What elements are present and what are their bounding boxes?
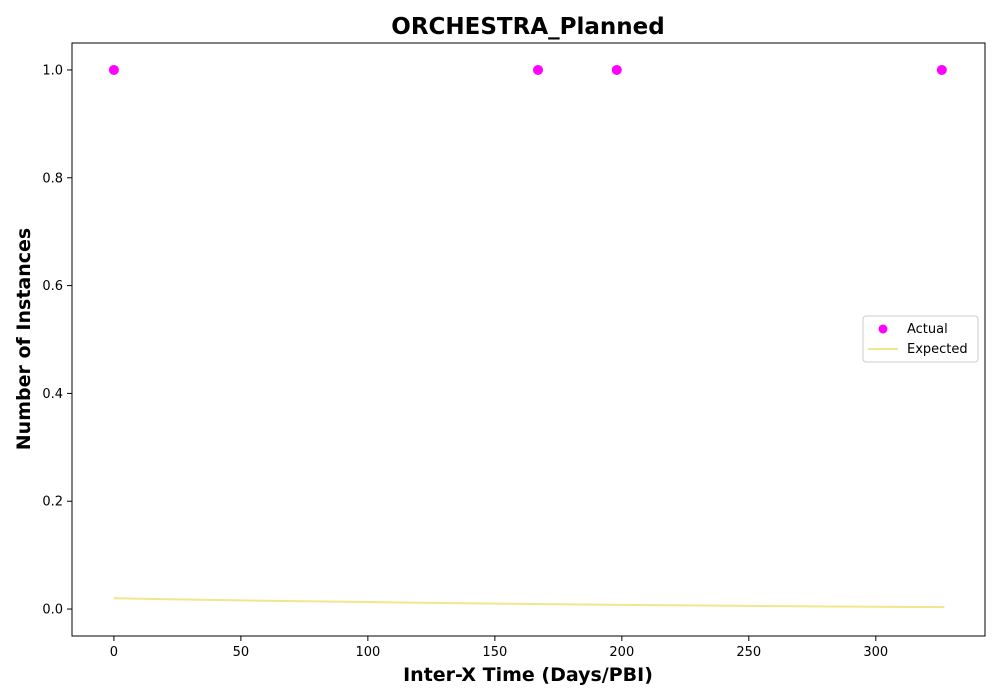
legend-expected-label: Expected [907, 342, 968, 357]
y-tick-label: 0.2 [42, 495, 63, 510]
x-tick-label: 100 [355, 645, 380, 660]
y-tick-label: 1.0 [42, 63, 63, 78]
y-axis-label: Number of Instances [13, 228, 35, 450]
x-tick-label: 0 [110, 645, 118, 660]
y-tick-label: 0.6 [42, 279, 63, 294]
x-axis-ticks: 0 50 100 150 200 250 300 [110, 636, 888, 660]
expected-line [113, 597, 945, 609]
legend-actual-label: Actual [907, 322, 948, 337]
actual-point [611, 64, 622, 75]
x-tick-label: 200 [609, 645, 634, 660]
legend: Actual Expected [862, 315, 979, 363]
x-tick-label: 250 [736, 645, 761, 660]
y-tick-label: 0.4 [42, 387, 63, 402]
legend-box [862, 315, 979, 363]
series-layer [108, 64, 947, 609]
actual-point [533, 64, 544, 75]
x-tick-label: 50 [233, 645, 250, 660]
y-tick-label: 0.8 [42, 171, 63, 186]
x-tick-label: 150 [482, 645, 507, 660]
y-axis-ticks: 0.0 0.2 0.4 0.6 0.8 1.0 [42, 63, 72, 618]
y-tick-label: 0.0 [42, 603, 63, 618]
chart-title: ORCHESTRA_Planned [391, 14, 664, 40]
actual-point [936, 64, 947, 75]
actual-point [108, 64, 119, 75]
legend-actual-marker [878, 324, 888, 334]
x-axis-label: Inter-X Time (Days/PBI) [403, 664, 653, 686]
plot-area [71, 42, 986, 637]
x-tick-label: 300 [863, 645, 888, 660]
